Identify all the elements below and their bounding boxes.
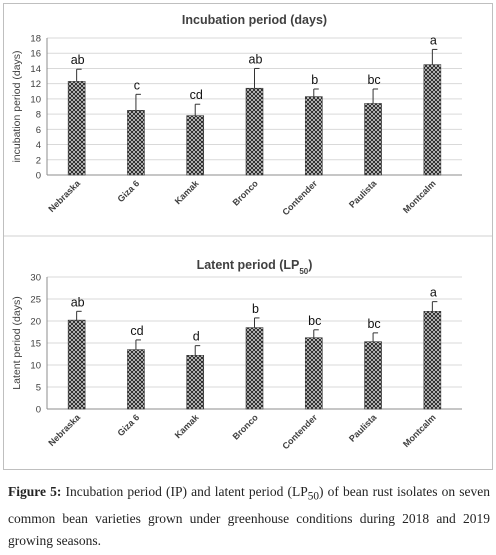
significance-letter: d xyxy=(193,330,200,344)
bar xyxy=(67,81,86,176)
significance-letter: cd xyxy=(130,324,143,338)
significance-letter: ab xyxy=(249,52,263,66)
significance-letter: cd xyxy=(190,88,203,102)
y-tick-label: 10 xyxy=(30,94,41,105)
y-tick-label: 2 xyxy=(36,155,41,166)
bar xyxy=(127,349,145,410)
x-tick-label: Nebraska xyxy=(46,178,82,214)
bar xyxy=(186,115,205,176)
significance-letter: ab xyxy=(71,295,85,309)
significance-letter: bc xyxy=(308,314,321,328)
y-tick-label: 12 xyxy=(30,79,41,90)
x-tick-label: Nebraska xyxy=(46,412,82,448)
y-tick-label: 6 xyxy=(36,125,41,136)
x-tick-label: Kamak xyxy=(173,178,202,207)
y-tick-label: 30 xyxy=(30,273,41,284)
y-tick-label: 4 xyxy=(36,140,41,151)
y-tick-label: 5 xyxy=(36,383,41,394)
figure-caption: Figure 5: Incubation period (IP) and lat… xyxy=(8,481,490,552)
x-tick-label: Montcalm xyxy=(401,412,438,449)
significance-letter: b xyxy=(311,73,318,87)
bar xyxy=(304,96,323,176)
x-tick-label: Kamak xyxy=(173,412,202,441)
bar xyxy=(423,311,442,410)
bar xyxy=(186,355,205,410)
y-tick-label: 14 xyxy=(30,64,41,75)
y-axis-label: incubation period (days) xyxy=(11,50,23,162)
x-tick-label: Giza 6 xyxy=(116,178,142,204)
figure-frame xyxy=(3,3,493,470)
latent-period-chart: Latent period (LP50) 0 5 10 15 20 25 30 Latent p… xyxy=(11,258,462,451)
significance-letter: c xyxy=(134,78,140,92)
y-tick-label: 25 xyxy=(30,295,41,306)
caption-text-a: Incubation period (IP) and latent period… xyxy=(61,484,308,499)
x-tick-label: Paulista xyxy=(347,178,379,210)
caption-subscript: 50 xyxy=(307,490,319,503)
y-tick-label: 0 xyxy=(36,405,41,416)
x-tick-label: Bronco xyxy=(231,178,261,208)
x-tick-label: Contender xyxy=(280,178,319,217)
x-tick-label: Montcalm xyxy=(401,178,438,215)
significance-letter: ab xyxy=(71,53,85,67)
y-tick-label: 20 xyxy=(30,317,41,328)
significance-letter: b xyxy=(252,302,259,316)
x-tick-label: Bronco xyxy=(231,412,261,442)
figure-panel: Incubation period (days) 0 2 4 6 8 10 12 14 16 18 i… xyxy=(3,3,493,470)
bar xyxy=(364,341,382,410)
y-tick-label: 18 xyxy=(30,34,41,45)
incubation-period-chart: Incubation period (days) 0 2 4 6 8 10 12 14 16 18 i… xyxy=(11,13,462,217)
y-tick-label: 0 xyxy=(36,171,41,182)
significance-letter: bc xyxy=(367,317,380,331)
bar xyxy=(364,103,382,176)
y-tick-label: 15 xyxy=(30,339,41,350)
significance-letter: bc xyxy=(367,73,380,87)
x-tick-label: Giza 6 xyxy=(116,412,142,438)
y-tick-label: 16 xyxy=(30,49,41,60)
bar xyxy=(245,327,264,410)
significance-letter: a xyxy=(430,33,437,47)
caption-label: Figure 5: xyxy=(8,484,62,499)
y-tick-label: 8 xyxy=(36,110,41,121)
y-axis-label: Latent period (days) xyxy=(11,296,23,389)
chart-title: Latent period (LP50) xyxy=(197,258,313,276)
significance-letter: a xyxy=(430,286,437,300)
y-tick-label: 10 xyxy=(30,361,41,372)
bar xyxy=(127,110,145,176)
chart-title: Incubation period (days) xyxy=(182,13,327,27)
x-tick-label: Paulista xyxy=(347,412,379,444)
bar xyxy=(67,319,86,410)
bar xyxy=(304,337,323,410)
x-tick-label: Contender xyxy=(280,412,319,451)
caption-text-b: ) of bean rust isolates on seven common … xyxy=(8,484,490,548)
bar xyxy=(245,87,264,176)
bar xyxy=(423,64,442,176)
